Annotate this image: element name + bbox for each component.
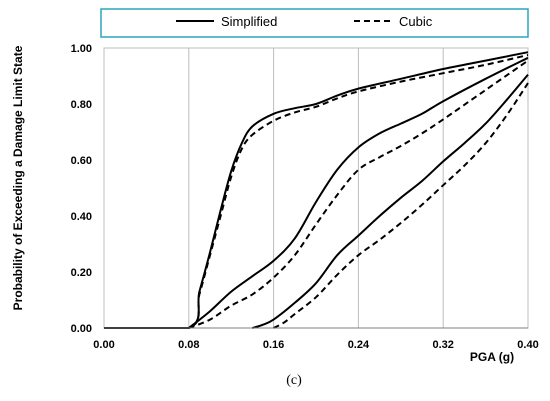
x-tick-label: 0.24: [348, 339, 370, 351]
y-tick-label: 1.00: [71, 43, 92, 55]
legend: Simplified Cubic: [100, 8, 529, 38]
figure-caption: (c): [286, 373, 302, 388]
series-group: [104, 51, 529, 330]
series-line-cubic-1: [104, 54, 529, 330]
plot-area: [103, 47, 529, 330]
series-line-cubic-5: [273, 82, 529, 329]
x-tick-label: 0.40: [517, 339, 538, 351]
y-tick-label: 0.20: [71, 267, 92, 279]
legend-label-simplified: Simplified: [221, 14, 277, 29]
y-axis-title: Probability of Exceeding a Damage Limit …: [11, 45, 25, 310]
y-tick-labels: 0.00 0.20 0.40 0.60 0.80 1.00: [71, 43, 92, 335]
x-tick-label: 0.32: [432, 339, 453, 351]
y-tick-label: 0.80: [71, 99, 92, 111]
series-line-simplified-0: [104, 51, 529, 330]
y-tick-label: 0.00: [71, 323, 92, 335]
x-tick-label: 0.16: [263, 339, 284, 351]
x-tick-label: 0.08: [178, 339, 199, 351]
series-line-simplified-2: [188, 56, 529, 329]
legend-box: [100, 8, 529, 38]
x-tick-label: 0.00: [93, 339, 114, 351]
x-axis-title: PGA (g): [470, 350, 514, 364]
x-tick-labels: 0.00 0.08 0.16 0.24 0.32 0.40: [93, 339, 538, 351]
legend-label-cubic: Cubic: [399, 14, 433, 29]
series-line-simplified-4: [252, 73, 529, 329]
y-tick-label: 0.60: [71, 155, 92, 167]
y-tick-label: 0.40: [71, 211, 92, 223]
grid: [188, 48, 444, 328]
series-line-cubic-3: [188, 59, 529, 329]
